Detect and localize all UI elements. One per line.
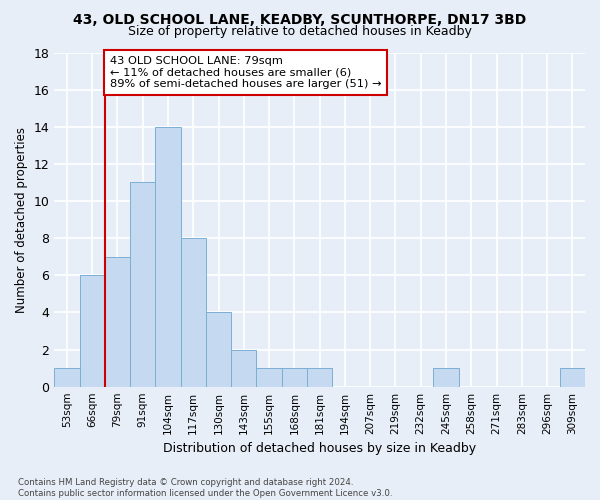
Y-axis label: Number of detached properties: Number of detached properties	[15, 126, 28, 312]
Bar	[307, 368, 332, 386]
Bar	[155, 127, 181, 386]
Bar	[206, 312, 231, 386]
Text: 43 OLD SCHOOL LANE: 79sqm
← 11% of detached houses are smaller (6)
89% of semi-d: 43 OLD SCHOOL LANE: 79sqm ← 11% of detac…	[110, 56, 382, 89]
Text: 43, OLD SCHOOL LANE, KEADBY, SCUNTHORPE, DN17 3BD: 43, OLD SCHOOL LANE, KEADBY, SCUNTHORPE,…	[73, 12, 527, 26]
Bar	[433, 368, 458, 386]
Bar	[560, 368, 585, 386]
X-axis label: Distribution of detached houses by size in Keadby: Distribution of detached houses by size …	[163, 442, 476, 455]
Bar	[105, 256, 130, 386]
Bar	[80, 276, 105, 386]
Text: Size of property relative to detached houses in Keadby: Size of property relative to detached ho…	[128, 25, 472, 38]
Bar	[231, 350, 256, 387]
Bar	[181, 238, 206, 386]
Bar	[282, 368, 307, 386]
Bar	[130, 182, 155, 386]
Bar	[54, 368, 80, 386]
Text: Contains HM Land Registry data © Crown copyright and database right 2024.
Contai: Contains HM Land Registry data © Crown c…	[18, 478, 392, 498]
Bar	[256, 368, 282, 386]
